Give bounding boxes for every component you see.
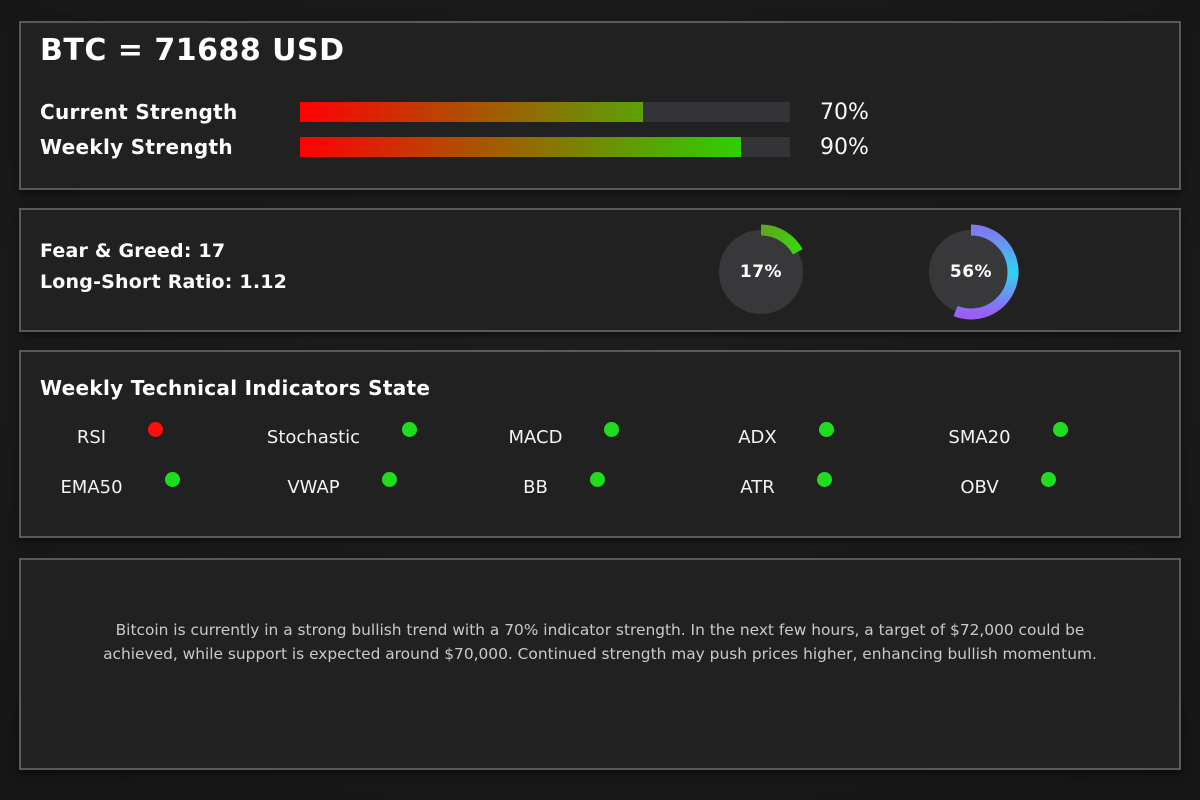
- indicator-label: Stochastic: [266, 426, 361, 448]
- indicator-status-dot: [1052, 421, 1068, 437]
- indicator-item-vwap: VWAP: [231, 462, 453, 512]
- indicator-label: VWAP: [287, 476, 340, 498]
- indicator-status-dot: [381, 471, 397, 487]
- weekly-strength-bar-track: [300, 137, 790, 157]
- weekly-strength-bar-fill: [300, 137, 741, 157]
- indicators-grid: RSI Stochastic MACD ADX SMA20 EMA50 VWAP: [9, 412, 1119, 512]
- indicator-label: BB: [523, 476, 548, 498]
- indicator-status-dot: [1040, 471, 1056, 487]
- fear-greed-gauge-ring: [713, 224, 809, 320]
- indicator-item-atr: ATR: [675, 462, 897, 512]
- indicator-label: SMA20: [948, 426, 1011, 448]
- indicator-item-ema50: EMA50: [9, 462, 231, 512]
- price-title: BTC = 71688 USD: [40, 33, 345, 68]
- current-strength-label: Current Strength: [40, 100, 238, 124]
- indicator-item-bb: BB: [453, 462, 675, 512]
- fear-greed-gauge-value: 17%: [739, 262, 783, 282]
- fear-greed-gauge: 17%: [713, 224, 809, 320]
- summary-panel: Bitcoin is currently in a strong bullish…: [19, 558, 1181, 770]
- indicator-status-dot: [148, 421, 164, 437]
- summary-text: Bitcoin is currently in a strong bullish…: [103, 621, 1097, 663]
- indicator-item-obv: OBV: [897, 462, 1119, 512]
- weekly-strength-row: Weekly Strength 90%: [40, 134, 869, 160]
- gauge-arc: [713, 224, 809, 320]
- long-short-gauge-value: 56%: [949, 262, 993, 282]
- sentiment-panel: Fear & Greed: 17 Long-Short Ratio: 1.12 …: [19, 208, 1181, 332]
- indicator-item-rsi: RSI: [9, 412, 231, 462]
- indicator-status-dot: [164, 471, 180, 487]
- indicators-title: Weekly Technical Indicators State: [40, 376, 431, 400]
- indicator-item-adx: ADX: [675, 412, 897, 462]
- fear-greed-label: Fear & Greed: 17: [40, 240, 226, 262]
- indicators-panel: Weekly Technical Indicators State RSI St…: [19, 350, 1181, 538]
- indicator-item-sma20: SMA20: [897, 412, 1119, 462]
- indicator-status-dot: [589, 471, 605, 487]
- price-strength-panel: BTC = 71688 USD Current Strength 70% Wee…: [19, 21, 1181, 190]
- indicator-status-dot: [402, 421, 418, 437]
- gauge-disc: [929, 230, 1013, 314]
- current-strength-percent: 70%: [820, 99, 869, 125]
- long-short-gauge-ring: [923, 224, 1019, 320]
- indicator-label: EMA50: [60, 476, 123, 498]
- gauge-disc: [719, 230, 803, 314]
- long-short-gauge: 56%: [923, 224, 1019, 320]
- weekly-strength-label: Weekly Strength: [40, 135, 233, 159]
- current-strength-row: Current Strength 70%: [40, 99, 869, 125]
- indicator-status-dot: [816, 471, 832, 487]
- indicator-item-stochastic: Stochastic: [231, 412, 453, 462]
- long-short-label: Long-Short Ratio: 1.12: [40, 271, 288, 293]
- indicator-label: OBV: [960, 476, 999, 498]
- indicator-label: ADX: [738, 426, 777, 448]
- indicator-label: MACD: [508, 426, 563, 448]
- indicator-status-dot: [818, 421, 834, 437]
- indicator-label: RSI: [76, 426, 107, 448]
- indicator-status-dot: [604, 421, 620, 437]
- gauge-arc: [923, 224, 1019, 320]
- indicator-label: ATR: [740, 476, 775, 498]
- indicator-item-macd: MACD: [453, 412, 675, 462]
- weekly-strength-percent: 90%: [820, 134, 869, 160]
- current-strength-bar-fill: [300, 102, 643, 122]
- current-strength-bar-track: [300, 102, 790, 122]
